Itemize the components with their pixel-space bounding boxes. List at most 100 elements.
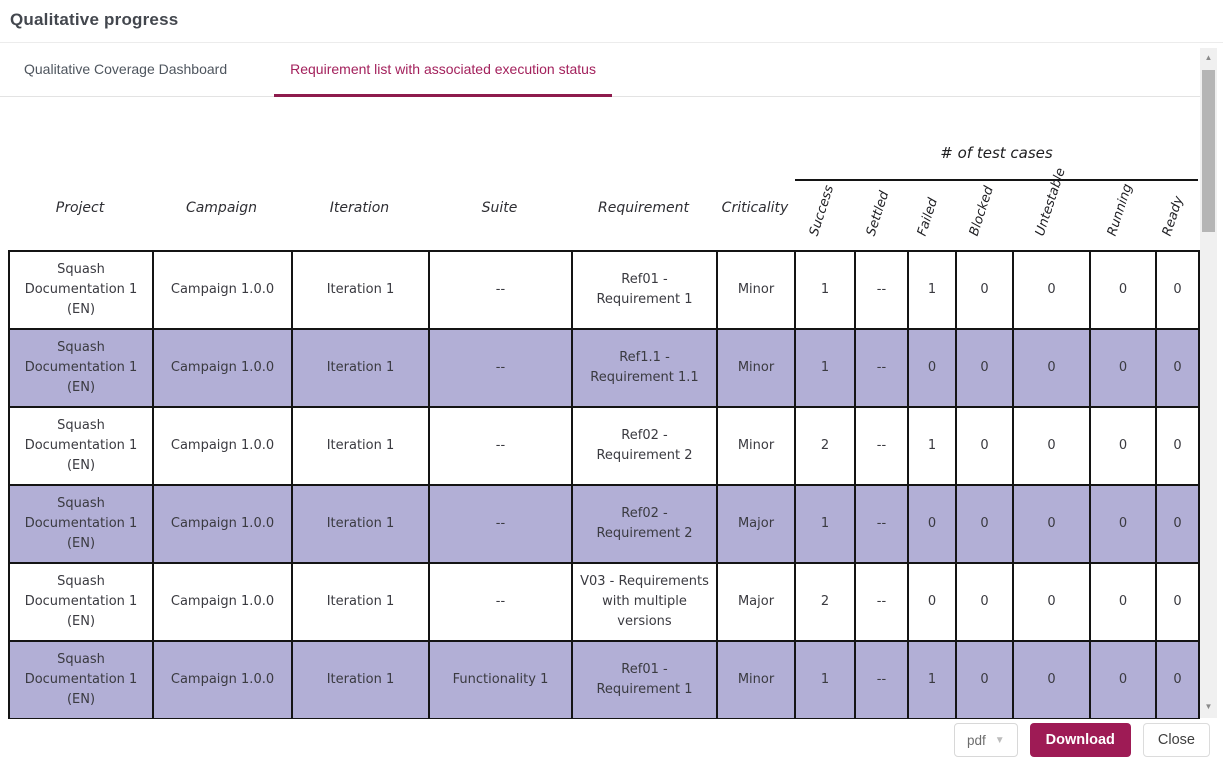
count-header-label: Success [806, 183, 838, 238]
count-header-untestable: Untestable [1012, 166, 1089, 240]
table-cell: 0 [1155, 328, 1200, 408]
table-cell: 0 [1089, 328, 1157, 408]
table-cell: 1 [907, 406, 957, 486]
table-row: Squash Documentation 1 (EN) Campaign 1.0.… [8, 250, 1200, 330]
count-header-label: Blocked [966, 184, 997, 238]
table-cell: 0 [1155, 406, 1200, 486]
table-cell: -- [428, 484, 573, 564]
table-cell: -- [854, 484, 909, 564]
table-row: Squash Documentation 1 (EN) Campaign 1.0.… [8, 562, 1200, 642]
table-cell: 0 [1155, 562, 1200, 642]
table-cell: Minor [716, 328, 796, 408]
table-cell: 1 [794, 484, 856, 564]
table-cell: -- [854, 562, 909, 642]
column-header-project: Project [55, 200, 105, 216]
report-preview: # of test cases Project Campaign Iteration… [0, 98, 1200, 719]
table-cell: Functionality 1 [428, 640, 573, 719]
table-cell: Squash Documentation 1 (EN) [8, 562, 154, 642]
dialog-title: Qualitative progress [10, 10, 179, 29]
table-row: Squash Documentation 1 (EN) Campaign 1.0.… [8, 484, 1200, 564]
count-header-failed: Failed [907, 182, 955, 240]
table-cell: -- [854, 406, 909, 486]
table-cell: Minor [716, 406, 796, 486]
table-cell: 0 [907, 484, 957, 564]
table-cell: Squash Documentation 1 (EN) [8, 406, 154, 486]
scroll-up-icon[interactable]: ▲ [1204, 53, 1213, 62]
table-cell: -- [428, 328, 573, 408]
table-cell: 0 [907, 562, 957, 642]
count-header-label: Failed [914, 196, 941, 238]
table-cell: Squash Documentation 1 (EN) [8, 328, 154, 408]
vertical-scrollbar[interactable]: ▲ ▼ [1200, 48, 1217, 718]
table-cell: 0 [1155, 250, 1200, 330]
title-divider [0, 42, 1223, 43]
table-cell: Minor [716, 640, 796, 719]
table-cell: Ref1.1 - Requirement 1.1 [571, 328, 718, 408]
column-header-iteration: Iteration [329, 200, 390, 216]
table-cell: -- [428, 562, 573, 642]
table-cell: 0 [1155, 640, 1200, 719]
table-cell: 0 [907, 328, 957, 408]
export-format-select[interactable]: pdf ▼ [953, 723, 1018, 757]
column-header-campaign: Campaign [185, 200, 258, 216]
table-row: Squash Documentation 1 (EN) Campaign 1.0.… [8, 328, 1200, 408]
table-row: Squash Documentation 1 (EN) Campaign 1.0.… [8, 406, 1200, 486]
table-cell: V03 - Requirements with multiple version… [571, 562, 718, 642]
report-table: Squash Documentation 1 (EN) Campaign 1.0.… [8, 250, 1200, 719]
table-cell: -- [428, 250, 573, 330]
table-cell: 0 [1012, 640, 1091, 719]
table-cell: Major [716, 484, 796, 564]
table-cell: Campaign 1.0.0 [152, 328, 293, 408]
table-cell: 0 [1012, 250, 1091, 330]
table-cell: Iteration 1 [291, 250, 430, 330]
table-cell: Iteration 1 [291, 484, 430, 564]
close-button[interactable]: Close [1142, 723, 1210, 757]
tab-0[interactable]: Qualitative Coverage Dashboard [24, 60, 228, 77]
table-cell: Iteration 1 [291, 328, 430, 408]
table-cell: Ref01 - Requirement 1 [571, 640, 718, 719]
tab-bar: Qualitative Coverage Dashboard Requiremen… [0, 43, 1200, 97]
count-header-success: Success [794, 182, 854, 240]
table-cell: Campaign 1.0.0 [152, 250, 293, 330]
table-cell: 0 [1089, 640, 1157, 719]
table-cell: 1 [907, 250, 957, 330]
table-cell: Campaign 1.0.0 [152, 406, 293, 486]
scroll-down-icon[interactable]: ▼ [1204, 702, 1213, 711]
table-cell: Ref02 - Requirement 2 [571, 406, 718, 486]
count-header-settled: Settled [854, 182, 907, 240]
table-cell: -- [854, 250, 909, 330]
table-cell: 0 [1012, 406, 1091, 486]
count-header-running: Running [1089, 182, 1155, 240]
count-header-label: Ready [1160, 194, 1187, 238]
table-cell: Ref01 - Requirement 1 [571, 250, 718, 330]
table-cell: 0 [1155, 484, 1200, 564]
export-format-value: pdf [966, 732, 986, 748]
chevron-down-icon: ▼ [994, 734, 1005, 746]
table-cell: Iteration 1 [291, 562, 430, 642]
scrollbar-thumb[interactable] [1202, 70, 1215, 232]
table-cell: 0 [1012, 484, 1091, 564]
table-cell: 0 [955, 484, 1014, 564]
table-cell: -- [854, 328, 909, 408]
table-cell: 1 [907, 640, 957, 719]
column-header-suite: Suite [481, 200, 518, 216]
table-row: Squash Documentation 1 (EN) Campaign 1.0.… [8, 640, 1200, 719]
column-header-requirement: Requirement [598, 200, 689, 216]
table-cell: 0 [1012, 562, 1091, 642]
table-cell: Squash Documentation 1 (EN) [8, 484, 154, 564]
table-cell: Campaign 1.0.0 [152, 562, 293, 642]
tab-1-active[interactable]: Requirement list with associated executi… [274, 43, 612, 97]
count-header-blocked: Blocked [955, 182, 1012, 240]
table-cell: 0 [955, 640, 1014, 719]
test-cases-group-header: # of test cases [940, 144, 1053, 162]
table-cell: 0 [1089, 406, 1157, 486]
table-cell: 0 [1012, 328, 1091, 408]
count-header-ready: Ready [1155, 182, 1198, 240]
column-header-criticality: Criticality [721, 200, 789, 216]
count-header-label: Settled [863, 189, 893, 238]
table-cell: Squash Documentation 1 (EN) [8, 640, 154, 719]
table-cell: 0 [1089, 562, 1157, 642]
table-cell: 0 [955, 250, 1014, 330]
download-button[interactable]: Download [1029, 723, 1131, 757]
table-cell: 0 [1089, 250, 1157, 330]
